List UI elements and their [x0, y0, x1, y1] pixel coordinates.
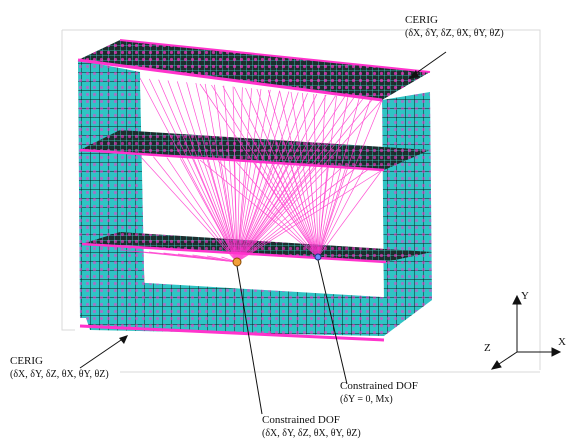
constrained-dof-right-title: Constrained DOF	[340, 380, 418, 392]
leader-constrained-right	[317, 259, 348, 385]
rigid-link-line	[290, 164, 319, 258]
axis-z-label: Z	[484, 342, 491, 354]
rigid-link-line	[317, 98, 371, 258]
rigid-link-line	[236, 166, 329, 263]
cerig-bottom-label: CERIG (δX, δY, δZ, θX, θY, θZ)	[10, 355, 109, 381]
axis-triad	[490, 294, 562, 370]
axis-y-label: Y	[521, 290, 529, 302]
rigid-link-line	[217, 160, 319, 258]
rigid-link-line	[317, 97, 360, 258]
rigid-link-line	[199, 159, 319, 258]
right-side-shell	[382, 92, 432, 322]
rigid-link-line	[236, 88, 262, 263]
rigid-link-line	[236, 92, 299, 263]
rigid-link-line	[313, 93, 319, 258]
rigid-link-line	[317, 96, 349, 258]
rigid-link-line	[236, 169, 383, 263]
rigid-link-line	[308, 165, 319, 258]
rigid-link-line	[317, 167, 346, 258]
rigid-link-line	[233, 161, 238, 263]
rigid-link-line	[236, 87, 243, 263]
rigid-link-line	[211, 84, 319, 258]
rigid-link-line	[236, 89, 271, 263]
rigid-link-line	[223, 85, 238, 263]
top-deck	[77, 39, 431, 102]
cerig-top-label: CERIG (δX, δY, δZ, θX, θY, θZ)	[405, 14, 504, 40]
rigid-link-line	[236, 99, 383, 263]
constrained-dof-center-title: Constrained DOF	[262, 414, 340, 426]
bottom-plate	[79, 282, 432, 342]
figure-frame	[61, 29, 541, 373]
rigid-link-line	[139, 77, 238, 263]
rigid-link-line	[317, 166, 328, 258]
rigid-link-line	[167, 80, 238, 263]
rigid-link-line	[317, 168, 365, 258]
rigid-link-line	[220, 160, 238, 263]
rigid-link-fan	[119, 77, 383, 263]
constrained-dof-right-label: Constrained DOF (δY = 0, Mx)	[340, 380, 418, 406]
rigid-link-line	[317, 169, 383, 258]
constrained-dof-center-label: Constrained DOF (δX, δY, δZ, θX, θY, θZ)	[262, 414, 361, 440]
rigid-link-line	[317, 99, 383, 258]
rigid-link-line	[236, 168, 356, 263]
cerig-top-dofs: (δX, δY, δZ, θX, θY, θZ)	[405, 28, 504, 39]
rigid-link-line	[222, 85, 319, 258]
rigid-link-line	[245, 87, 319, 258]
rigid-link-line	[139, 155, 238, 263]
rigid-link-line	[195, 82, 238, 263]
rigid-link-line	[236, 165, 316, 263]
left-side-shell	[78, 60, 145, 318]
rigid-link-line	[236, 95, 336, 263]
rigid-link-line	[236, 161, 319, 258]
constrained-dof-center-dofs: (δX, δY, δZ, θX, θY, θZ)	[262, 428, 361, 439]
leader-cerig-top	[408, 51, 447, 79]
middle-deck	[79, 130, 430, 172]
rigid-link-line	[279, 90, 319, 258]
rigid-link-line	[236, 162, 262, 263]
cerig-bottom-title: CERIG	[10, 355, 43, 367]
rigid-link-line	[236, 162, 248, 263]
rigid-link-line	[236, 163, 275, 263]
axis-x-label: X	[558, 336, 566, 348]
rigid-link-line	[176, 81, 238, 263]
rigid-link-line	[204, 83, 238, 263]
rigid-link-line	[206, 255, 238, 263]
rigid-link-line	[153, 156, 238, 263]
rigid-link-line	[236, 93, 318, 263]
rigid-link-line	[214, 84, 238, 263]
rigid-link-line	[256, 88, 319, 258]
rigid-link-line	[272, 163, 319, 258]
constrained-node-right	[314, 253, 322, 261]
rigid-link-line	[148, 78, 238, 263]
rigid-link-line	[236, 164, 289, 263]
rigid-link-line	[193, 158, 238, 263]
cerig-bottom-dofs: (δX, δY, δZ, θX, θY, θZ)	[10, 369, 109, 380]
leader-constrained-center	[236, 265, 263, 415]
rigid-link-line	[206, 159, 238, 263]
rigid-link-line	[317, 94, 326, 258]
cerig-top-title: CERIG	[405, 14, 438, 26]
rigid-link-line	[236, 98, 373, 263]
constrained-node-center	[232, 257, 242, 267]
rigid-link-line	[180, 158, 238, 263]
rigid-link-line	[166, 157, 238, 263]
leader-cerig-bottom	[79, 335, 128, 369]
rigid-link-line	[254, 162, 319, 258]
rigid-link-line	[290, 91, 319, 258]
constrained-dof-right-dofs: (δY = 0, Mx)	[340, 394, 393, 405]
